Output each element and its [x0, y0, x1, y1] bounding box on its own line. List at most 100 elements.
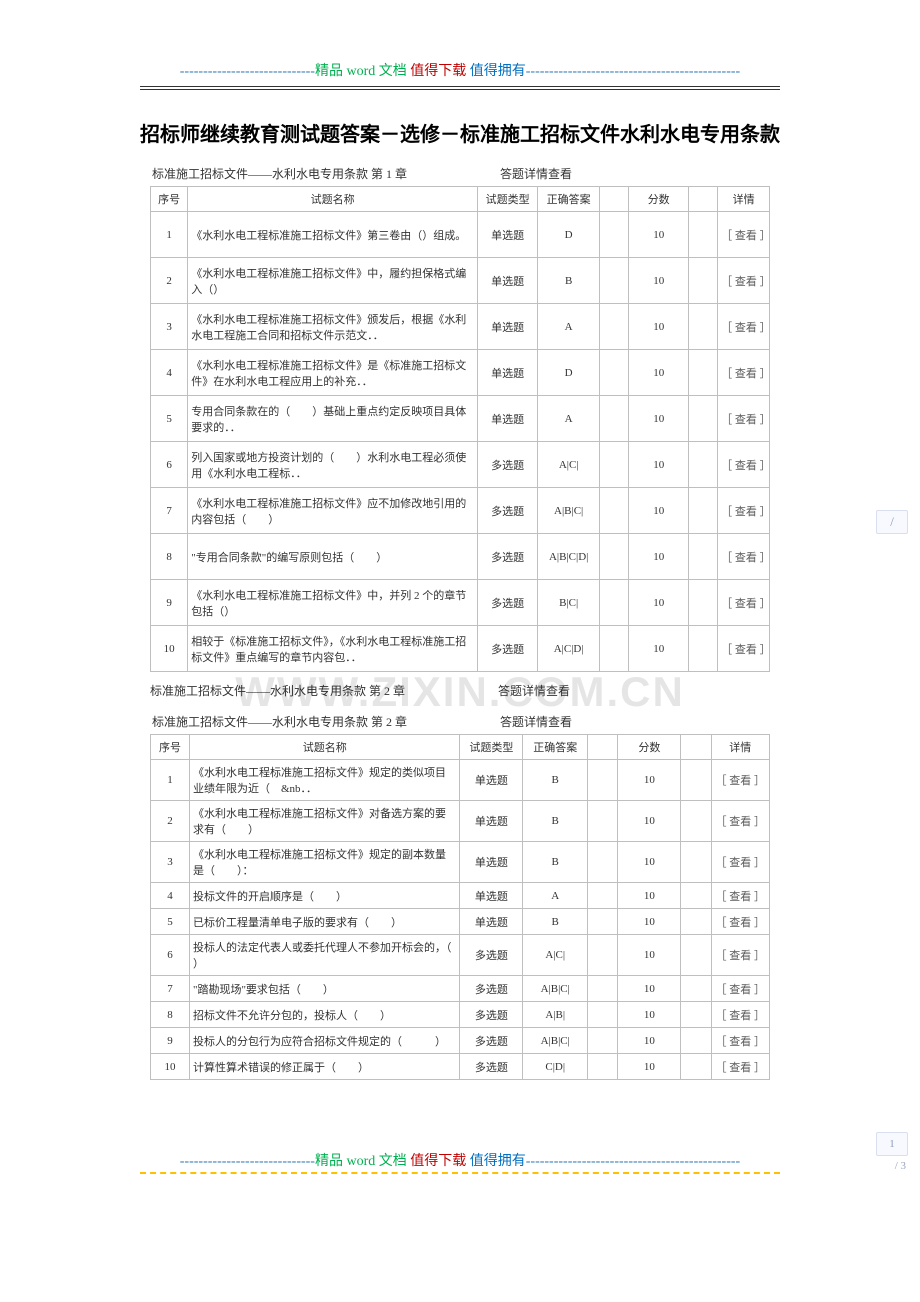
- cell-blank2: [681, 842, 711, 883]
- th-score: 分数: [629, 187, 689, 212]
- cell-blank2: [689, 442, 718, 488]
- table-row: 2《水利水电工程标准施工招标文件》中，履约担保格式编入（）单选题B10［ 查看 …: [151, 258, 770, 304]
- spacer: [0, 1080, 920, 1150]
- cell-blank: [600, 626, 629, 672]
- cell-blank2: [681, 1002, 711, 1028]
- cell-blank: [588, 1002, 618, 1028]
- cell-score: 10: [629, 534, 689, 580]
- cell-blank2: [681, 935, 711, 976]
- cell-blank2: [681, 909, 711, 935]
- cell-answer: D: [538, 350, 600, 396]
- cell-blank: [600, 258, 629, 304]
- cell-detail[interactable]: ［ 查看 ］: [718, 212, 770, 258]
- cell-seq: 9: [151, 1028, 190, 1054]
- cell-detail[interactable]: ［ 查看 ］: [718, 534, 770, 580]
- cell-blank: [588, 1054, 618, 1080]
- cell-name: "专用合同条款"的编写原则包括（ ）: [188, 534, 478, 580]
- page-total: / 3: [895, 1160, 906, 1172]
- cell-blank2: [689, 350, 718, 396]
- header-divider: [140, 86, 780, 90]
- cell-answer: B: [523, 842, 588, 883]
- cell-detail[interactable]: ［ 查看 ］: [711, 1002, 769, 1028]
- cell-blank: [588, 935, 618, 976]
- section-2-caption: 标准施工招标文件——水利水电专用条款 第 2 章 答题详情查看: [152, 713, 770, 730]
- header-part2: 值得下载: [410, 64, 466, 79]
- cell-detail[interactable]: ［ 查看 ］: [718, 258, 770, 304]
- table-row: 6投标人的法定代表人或委托代理人不参加开标会的，（ ）多选题A|C|10［ 查看…: [151, 935, 770, 976]
- cell-type: 单选题: [478, 396, 538, 442]
- cell-blank2: [689, 396, 718, 442]
- cell-name: 《水利水电工程标准施工招标文件》规定的副本数量是（ ）：: [189, 842, 460, 883]
- cell-answer: A|B|C|: [523, 1028, 588, 1054]
- cell-blank: [588, 909, 618, 935]
- cell-detail[interactable]: ［ 查看 ］: [718, 626, 770, 672]
- cell-blank2: [689, 488, 718, 534]
- cell-blank: [588, 801, 618, 842]
- cell-detail[interactable]: ［ 查看 ］: [718, 350, 770, 396]
- cell-detail[interactable]: ［ 查看 ］: [711, 1054, 769, 1080]
- cell-detail[interactable]: ［ 查看 ］: [718, 442, 770, 488]
- cell-blank: [600, 442, 629, 488]
- table-row: 9《水利水电工程标准施工招标文件》中，并列 2 个的章节包括（）多选题B|C|1…: [151, 580, 770, 626]
- cell-seq: 2: [151, 258, 188, 304]
- cell-type: 单选题: [460, 909, 523, 935]
- cell-type: 多选题: [460, 976, 523, 1002]
- cell-score: 10: [618, 842, 681, 883]
- cell-answer: A: [523, 883, 588, 909]
- cell-name: 招标文件不允许分包的，投标人（ ）: [189, 1002, 460, 1028]
- cell-detail[interactable]: ［ 查看 ］: [711, 801, 769, 842]
- cell-name: 《水利水电工程标准施工招标文件》中，履约担保格式编入（）: [188, 258, 478, 304]
- cell-answer: A: [538, 396, 600, 442]
- cell-answer: B: [523, 760, 588, 801]
- cell-detail[interactable]: ［ 查看 ］: [711, 935, 769, 976]
- th-seq: 序号: [151, 735, 190, 760]
- cell-name: 投标文件的开启顺序是（ ）: [189, 883, 460, 909]
- cell-name: 计算性算术错误的修正属于（ ）: [189, 1054, 460, 1080]
- cell-detail[interactable]: ［ 查看 ］: [711, 1028, 769, 1054]
- cell-seq: 7: [151, 976, 190, 1002]
- cell-detail[interactable]: ［ 查看 ］: [718, 580, 770, 626]
- cell-score: 10: [629, 304, 689, 350]
- section-1: 标准施工招标文件——水利水电专用条款 第 1 章 答题详情查看 序号 试题名称 …: [150, 165, 770, 672]
- th-blank2: [681, 735, 711, 760]
- cell-answer: A|C|D|: [538, 626, 600, 672]
- section-1-caption: 标准施工招标文件——水利水电专用条款 第 1 章 答题详情查看: [152, 165, 770, 182]
- side-badge-slash[interactable]: /: [876, 510, 908, 534]
- cell-answer: A|B|C|: [523, 976, 588, 1002]
- cell-blank2: [681, 1054, 711, 1080]
- table-1-body: 1《水利水电工程标准施工招标文件》第三卷由（）组成。单选题D10［ 查看 ］2《…: [151, 212, 770, 672]
- cell-blank: [588, 1028, 618, 1054]
- table-2-head: 序号 试题名称 试题类型 正确答案 分数 详情: [151, 735, 770, 760]
- table-row: 7"踏勘现场"要求包括（ ）多选题A|B|C|10［ 查看 ］: [151, 976, 770, 1002]
- footer-yellow-divider: [140, 1172, 780, 1175]
- cell-detail[interactable]: ［ 查看 ］: [718, 488, 770, 534]
- table-row: 1《水利水电工程标准施工招标文件》规定的类似项目业绩年限为近（ &nb．．单选题…: [151, 760, 770, 801]
- section-2-caption-left: 标准施工招标文件——水利水电专用条款 第 2 章: [152, 713, 407, 730]
- cell-score: 10: [618, 909, 681, 935]
- cell-detail[interactable]: ［ 查看 ］: [711, 760, 769, 801]
- cell-seq: 10: [151, 626, 188, 672]
- cell-detail[interactable]: ［ 查看 ］: [718, 304, 770, 350]
- cell-type: 单选题: [478, 304, 538, 350]
- cell-detail[interactable]: ［ 查看 ］: [711, 842, 769, 883]
- cell-type: 单选题: [460, 842, 523, 883]
- cell-type: 多选题: [478, 442, 538, 488]
- cell-blank: [588, 760, 618, 801]
- cell-seq: 6: [151, 935, 190, 976]
- cell-score: 10: [618, 976, 681, 1002]
- cell-blank: [600, 580, 629, 626]
- th-detail: 详情: [718, 187, 770, 212]
- header-part3: 值得拥有: [470, 64, 526, 79]
- th-seq: 序号: [151, 187, 188, 212]
- cell-detail[interactable]: ［ 查看 ］: [711, 909, 769, 935]
- cell-detail[interactable]: ［ 查看 ］: [711, 976, 769, 1002]
- cell-seq: 1: [151, 212, 188, 258]
- cell-detail[interactable]: ［ 查看 ］: [718, 396, 770, 442]
- section-1-caption-left: 标准施工招标文件——水利水电专用条款 第 1 章: [152, 165, 407, 182]
- cell-name: 专用合同条款在的（ ）基础上重点约定反映项目具体要求的．．: [188, 396, 478, 442]
- cell-seq: 8: [151, 1002, 190, 1028]
- cell-detail[interactable]: ［ 查看 ］: [711, 883, 769, 909]
- cell-type: 单选题: [460, 883, 523, 909]
- side-badge-page[interactable]: 1: [876, 1132, 908, 1156]
- cell-blank2: [681, 883, 711, 909]
